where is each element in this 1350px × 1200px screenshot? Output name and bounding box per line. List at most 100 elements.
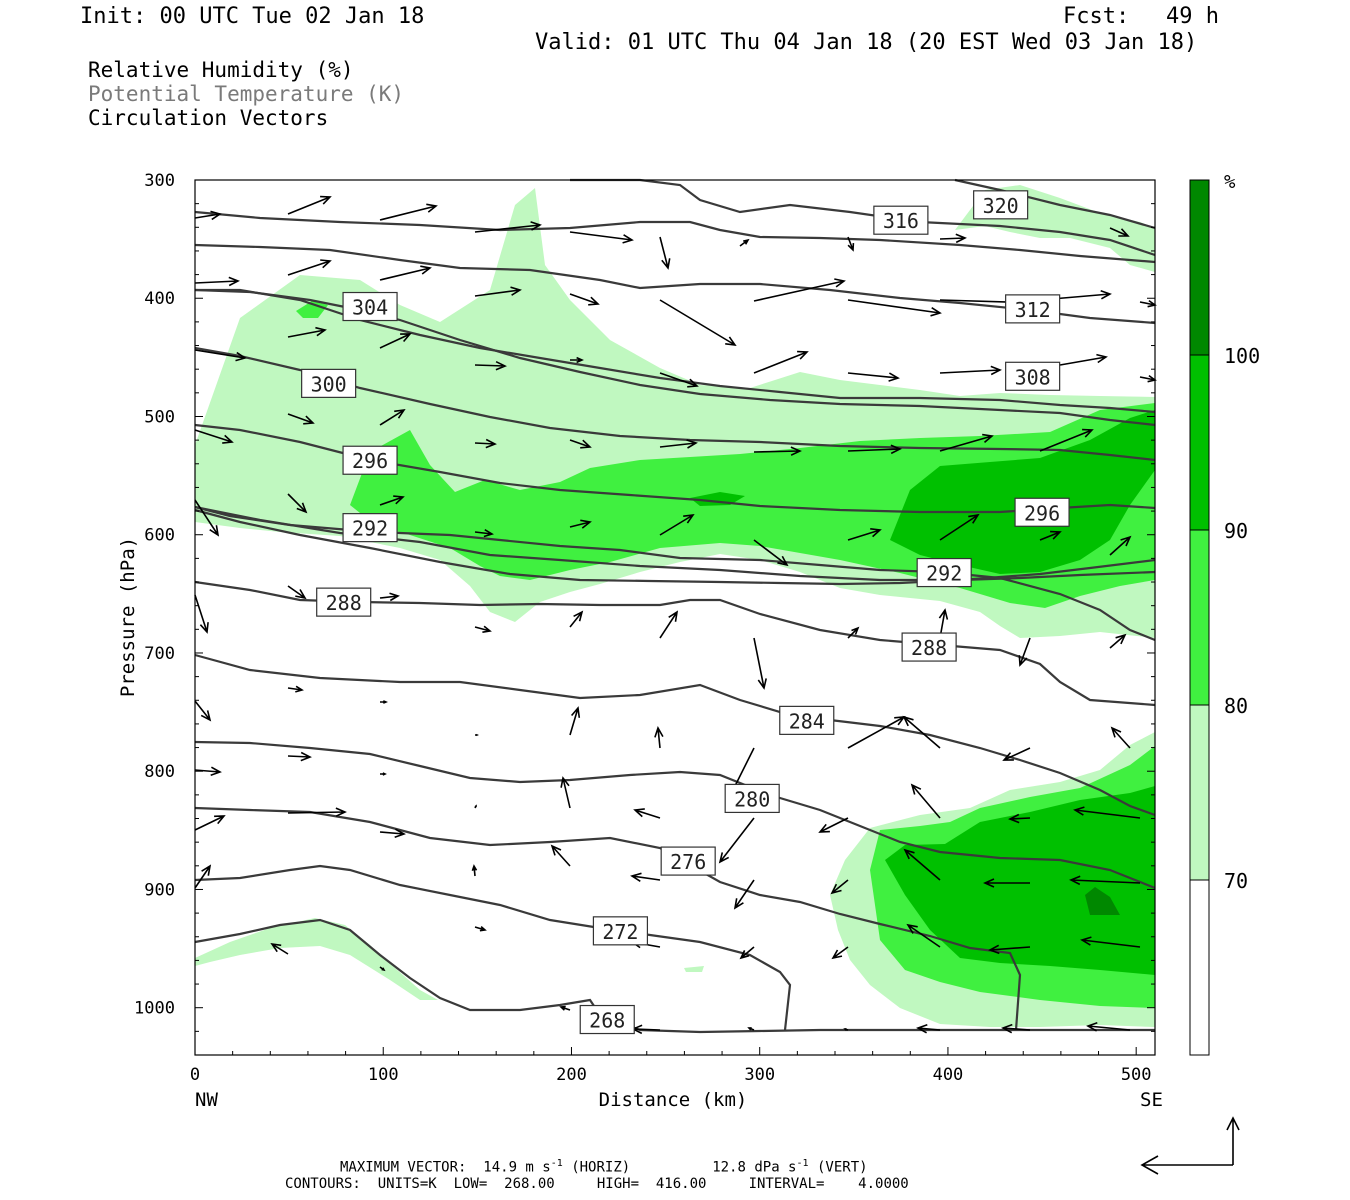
horiz-exponent: -1 xyxy=(550,1158,563,1169)
circulation-vector xyxy=(903,848,941,881)
circulation-vector xyxy=(910,783,941,819)
circulation-vector xyxy=(379,495,405,506)
contour-label-box xyxy=(316,587,372,617)
circulation-vector xyxy=(379,203,438,221)
colorbar-unit: % xyxy=(1224,171,1236,193)
theta-contour-312-a xyxy=(570,178,1156,257)
contour-label-box xyxy=(301,368,357,398)
circulation-vector xyxy=(718,817,755,864)
reference-vector-horizontal xyxy=(1140,1155,1233,1175)
circulation-vector xyxy=(1139,299,1157,308)
circulation-vector xyxy=(1073,806,1141,819)
axis-labels-layer: 0 100 200 300 400 500 300 400 500 600 700 800 900 100… xyxy=(134,171,1151,1085)
contour-label-text: 272 xyxy=(602,920,638,944)
circulation-vector xyxy=(753,350,809,374)
circulation-vector xyxy=(380,772,387,776)
circulation-vector xyxy=(569,293,600,306)
y-axis-title: Pressure (hPa) xyxy=(117,537,139,697)
forecast-hours: 49 h xyxy=(1166,4,1219,29)
y-tick-label-1000: 1000 xyxy=(134,999,175,1019)
circulation-vector xyxy=(287,585,307,600)
rh-region-100-lower-right xyxy=(1085,887,1120,915)
contour-label-text: 308 xyxy=(1015,365,1051,389)
circulation-vector xyxy=(753,446,802,456)
contour-label-284: 284 xyxy=(779,705,835,735)
contour-label-276: 276 xyxy=(660,846,716,876)
circulation-vector xyxy=(287,685,304,693)
theta-contour-292-upper xyxy=(194,508,1156,586)
circulation-vector xyxy=(570,356,584,364)
colorbar-segment xyxy=(1190,180,1209,355)
contour-label-box xyxy=(779,705,835,735)
contour-label-292: 292 xyxy=(342,513,398,543)
reference-vector-vertical xyxy=(1226,1116,1240,1165)
circulation-vector xyxy=(474,529,494,538)
circulation-vector xyxy=(474,925,487,932)
colorbar-label-80: 80 xyxy=(1224,694,1248,718)
y-tick-label-800: 800 xyxy=(144,762,175,782)
circulation-vector xyxy=(830,879,849,895)
contour-label-280: 280 xyxy=(724,783,780,814)
circulation-vector xyxy=(818,817,849,833)
circulation-vector xyxy=(747,1027,755,1031)
circulation-vector xyxy=(916,1024,941,1034)
circulation-vector xyxy=(939,233,967,244)
circulation-vector xyxy=(1080,936,1141,948)
circulation-vector xyxy=(988,944,1031,955)
circulation-vector xyxy=(630,872,661,882)
theta-contour-284 xyxy=(194,653,1156,817)
circulation-vector xyxy=(847,716,906,749)
contour-label-box xyxy=(1005,361,1061,391)
contour-label-308: 308 xyxy=(1005,361,1061,391)
contour-label-text: 284 xyxy=(789,709,825,733)
forecast-label: Fcst: xyxy=(1063,4,1130,29)
plot-frame xyxy=(194,179,1156,1056)
x-tick-label-500: 500 xyxy=(1121,1065,1152,1085)
circulation-vector xyxy=(939,513,980,541)
circulation-vector xyxy=(659,299,737,347)
circulation-vector xyxy=(753,278,846,302)
contour-label-box xyxy=(579,1004,635,1035)
init-time: Init: 00 UTC Tue 02 Jan 18 xyxy=(80,4,425,29)
x-tick-label-300: 300 xyxy=(744,1065,775,1085)
circulation-vector xyxy=(287,195,332,215)
colorbar-segment xyxy=(1190,355,1209,530)
circulation-vector xyxy=(847,236,855,252)
circulation-vector xyxy=(902,715,941,749)
y-tick-label-300: 300 xyxy=(144,171,175,191)
circulation-vector xyxy=(843,1028,849,1031)
contour-label-box xyxy=(1005,294,1061,324)
rh-region-90 xyxy=(890,410,1155,574)
vert-exponent: -1 xyxy=(796,1158,809,1169)
title-relative-humidity: Relative Humidity (%) xyxy=(88,58,354,82)
contour-label-box xyxy=(916,557,972,588)
circulation-vector xyxy=(194,700,212,722)
x-tick-label-0: 0 xyxy=(190,1065,200,1085)
theta-contour-276 xyxy=(194,806,1022,1031)
x-tick-label-400: 400 xyxy=(933,1065,964,1085)
contour-label-268: 268 xyxy=(579,1004,635,1035)
contour-label-text: 268 xyxy=(589,1009,625,1033)
circulation-vector xyxy=(379,408,406,426)
contour-label-312: 312 xyxy=(1005,294,1061,324)
contour-label-288: 288 xyxy=(901,632,957,662)
contour-label-box xyxy=(342,513,398,543)
circulation-vector xyxy=(194,210,222,221)
theta-contour-268 xyxy=(194,918,1155,1034)
theta-contour-316 xyxy=(194,210,1156,264)
colorbar-segment xyxy=(1190,880,1209,1055)
circulation-vector xyxy=(194,815,226,831)
circulation-vector xyxy=(474,438,497,449)
contour-label-text: 296 xyxy=(1024,501,1060,525)
colorbar-label-100: 100 xyxy=(1224,344,1260,368)
circulation-vector xyxy=(379,966,386,972)
circulation-vector xyxy=(1109,227,1130,237)
circulation-vector xyxy=(194,594,209,634)
y-tick-label-500: 500 xyxy=(144,407,175,427)
circulation-vector xyxy=(560,776,571,809)
contour-label-box xyxy=(342,445,398,475)
circulation-vector xyxy=(1069,875,1141,886)
circulation-vector xyxy=(569,706,581,736)
theta-contour-304 xyxy=(194,288,1156,427)
circulation-vector xyxy=(847,372,900,382)
